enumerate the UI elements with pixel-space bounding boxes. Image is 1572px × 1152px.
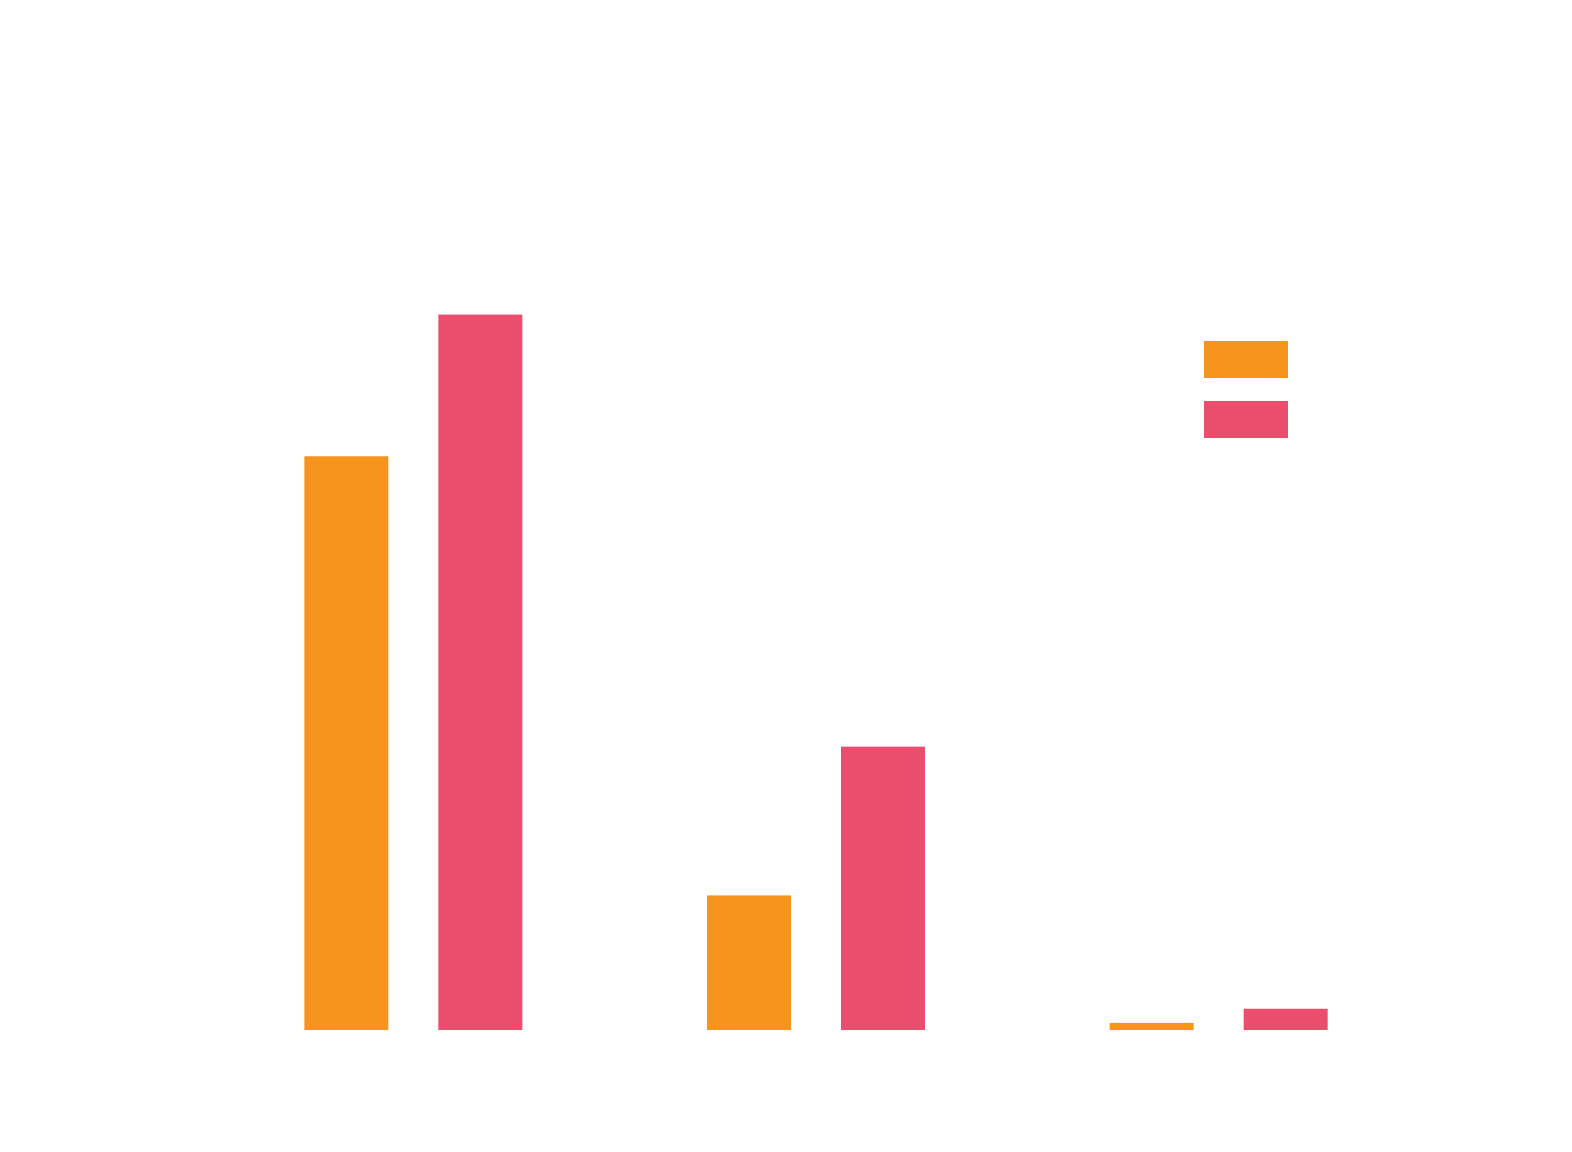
bar-series-2-category-3 (1243, 1008, 1328, 1030)
bar-series-1-category-2 (707, 895, 791, 1030)
bars-layer (304, 314, 1328, 1030)
bar-series-1-category-3 (1109, 1022, 1194, 1030)
legend (1204, 341, 1288, 438)
bar-series-2-category-2 (841, 746, 925, 1030)
bar-series-1-category-1 (304, 456, 389, 1030)
bar-series-2-category-1 (438, 314, 523, 1030)
legend-swatch-series-1 (1204, 341, 1288, 378)
legend-swatch-series-2 (1204, 401, 1288, 438)
